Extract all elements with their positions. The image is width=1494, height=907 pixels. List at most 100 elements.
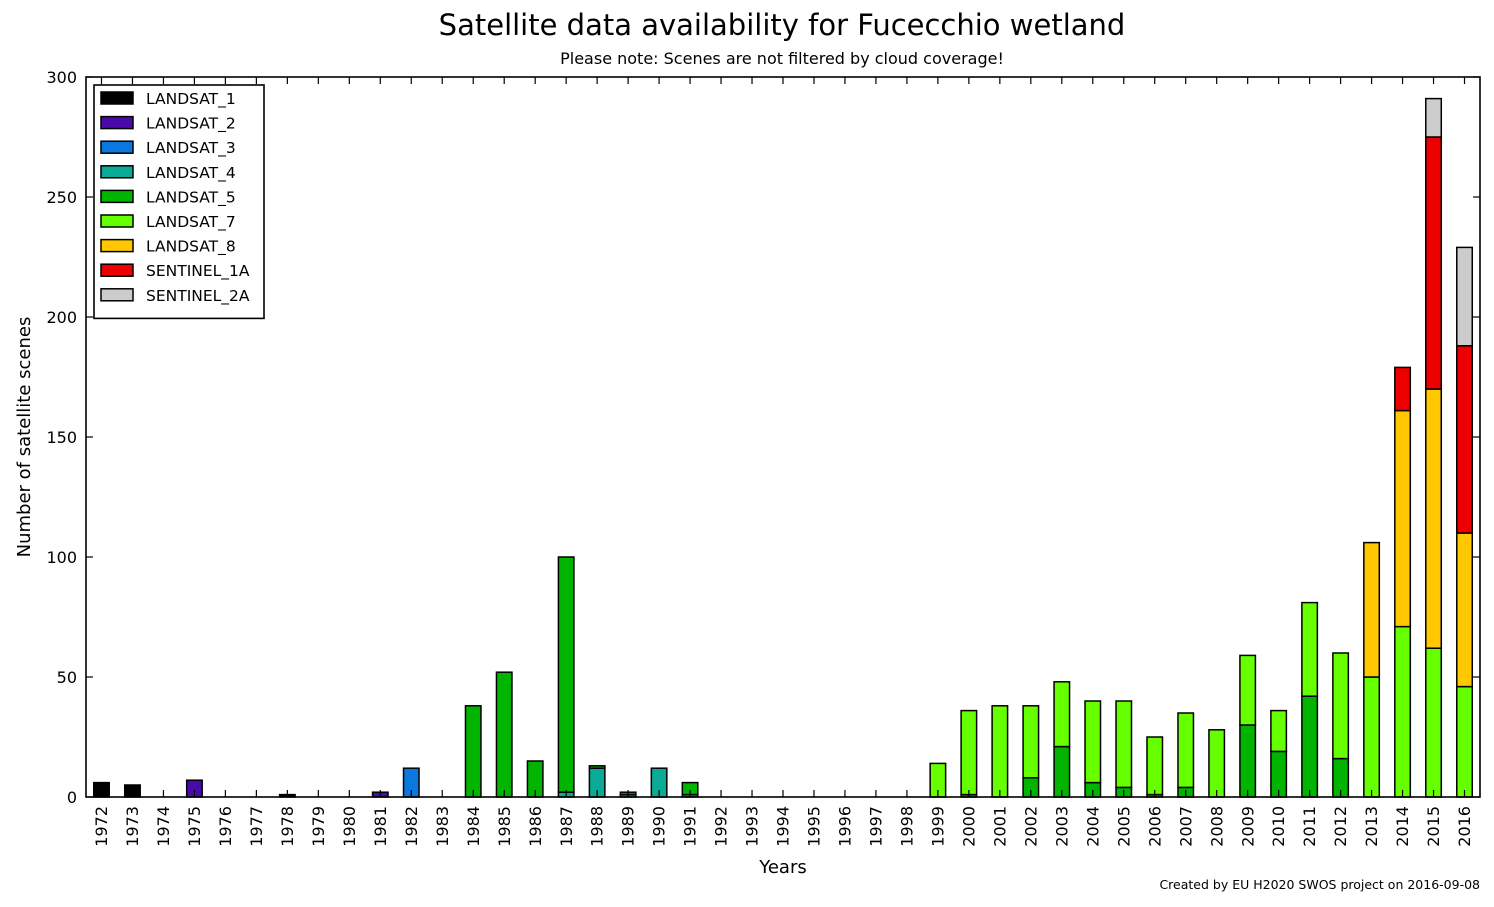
x-tick-label-1974: 1974 [154,806,173,847]
bar-2015-sentinel_1a [1425,136,1443,390]
bar-2000-landsat_7 [960,709,978,796]
x-tick-label-1984: 1984 [464,806,483,847]
bar-2009-landsat_5 [1239,724,1257,798]
legend-label-landsat_7: LANDSAT_7 [146,213,236,232]
x-tick-label-1994: 1994 [774,806,793,847]
x-tick-label-2003: 2003 [1052,806,1071,847]
x-tick-label-2011: 2011 [1300,806,1319,847]
legend-label-landsat_2: LANDSAT_2 [146,115,236,134]
x-tick-label-1987: 1987 [557,806,576,847]
bar-2013-landsat_7 [1363,676,1381,798]
x-tick-label-2002: 2002 [1021,806,1040,847]
legend-swatch-landsat_3 [100,140,134,154]
x-tick-label-1983: 1983 [433,806,452,847]
bar-2011-landsat_7 [1301,601,1319,697]
axes-layer: 0 50 100 150 200 250 300 1972 1973 1974 1975 1976 19… [46,68,1481,847]
x-tick-label-1990: 1990 [650,806,669,847]
y-tick-label: 300 [46,68,77,87]
x-tick-label-2006: 2006 [1145,806,1164,847]
bar-2008-landsat_7 [1208,729,1226,798]
bar-2011-landsat_5 [1301,695,1319,798]
legend-label-landsat_8: LANDSAT_8 [146,238,236,257]
plot-frame [85,76,1481,798]
legend: LANDSAT_1 LANDSAT_2 LANDSAT_3 LANDSAT_4 LAND… [93,84,265,320]
x-tick-label-1993: 1993 [743,806,762,847]
x-tick-label-1999: 1999 [928,806,947,847]
bar-2004-landsat_7 [1084,700,1102,784]
y-tick-label: 0 [67,788,77,807]
bar-2005-landsat_7 [1115,700,1133,789]
x-tick-label-1997: 1997 [867,806,886,847]
bar-2007-landsat_7 [1177,712,1195,789]
bar-2012-landsat_7 [1332,652,1350,760]
legend-label-sentinel_1a: SENTINEL_1A [146,262,250,281]
legend-swatch-landsat_7 [100,214,134,228]
x-tick-label-2008: 2008 [1207,806,1226,847]
bar-2001-landsat_7 [991,705,1009,798]
x-tick-label-1988: 1988 [588,806,607,847]
bar-2003-landsat_7 [1053,681,1071,748]
x-tick-label-2015: 2015 [1424,806,1443,847]
bar-2016-sentinel_1a [1456,345,1474,534]
x-tick-label-2000: 2000 [959,806,978,847]
chart-subtitle: Please note: Scenes are not filtered by … [560,49,1004,68]
bar-2013-landsat_8 [1363,541,1381,678]
x-tick-label-1995: 1995 [805,806,824,847]
bar-2016-landsat_8 [1456,532,1474,688]
legend-swatch-landsat_5 [100,189,134,204]
x-tick-label-1992: 1992 [712,806,731,847]
bar-2006-landsat_7 [1146,736,1164,796]
x-tick-label-2010: 2010 [1269,806,1288,847]
x-tick-label-1973: 1973 [123,806,142,847]
x-tick-label-1985: 1985 [495,806,514,847]
bar-2015-landsat_8 [1425,388,1443,649]
bar-2003-landsat_5 [1053,745,1071,798]
bar-2014-sentinel_1a [1394,366,1412,412]
legend-swatch-landsat_1 [100,91,134,105]
legend-label-landsat_1: LANDSAT_1 [146,90,236,109]
x-tick-label-1977: 1977 [247,806,266,847]
bar-2016-landsat_7 [1456,685,1474,798]
x-tick-label-1989: 1989 [619,806,638,847]
y-tick-label: 200 [46,308,77,327]
bar-2016-sentinel_2a [1456,246,1474,347]
x-tick-label-1979: 1979 [309,806,328,847]
bar-2014-landsat_8 [1394,409,1412,628]
legend-label-landsat_4: LANDSAT_4 [146,164,236,183]
legend-swatch-landsat_4 [100,165,134,179]
x-tick-label-2014: 2014 [1393,806,1412,847]
legend-swatch-sentinel_2a [100,288,134,302]
x-tick-label-2016: 2016 [1455,806,1474,847]
legend-swatch-landsat_2 [100,115,134,130]
legend-label-sentinel_2a: SENTINEL_2A [146,287,250,306]
bar-1984-landsat_5 [464,705,482,798]
x-tick-label-1986: 1986 [526,806,545,847]
bar-1985-landsat_5 [495,671,513,798]
chart-credit: Created by EU H2020 SWOS project on 2016… [1159,877,1480,892]
x-tick-label-2001: 2001 [990,806,1009,847]
x-tick-label-2012: 2012 [1331,806,1350,847]
bar-2002-landsat_7 [1022,705,1040,779]
bar-2010-landsat_7 [1270,709,1288,753]
bar-2014-landsat_7 [1394,625,1412,798]
x-tick-label-1996: 1996 [836,806,855,847]
x-tick-label-2005: 2005 [1114,806,1133,847]
y-tick-label: 250 [46,188,77,207]
x-tick-label-1991: 1991 [681,806,700,847]
x-tick-label-1978: 1978 [278,806,297,847]
legend-swatch-landsat_8 [100,238,134,253]
legend-swatch-sentinel_1a [100,263,134,277]
x-tick-label-2009: 2009 [1238,806,1257,847]
bar-2015-landsat_7 [1425,647,1443,798]
y-tick-label: 100 [46,548,77,567]
legend-label-landsat_3: LANDSAT_3 [146,139,236,158]
bar-1987-landsat_5 [557,556,575,793]
y-axis-label: Number of satellite scenes [14,317,35,558]
x-tick-label-1998: 1998 [898,806,917,847]
x-tick-label-1975: 1975 [185,806,204,847]
x-tick-label-1980: 1980 [340,806,359,847]
x-axis-label: Years [758,857,807,878]
x-tick-label-2013: 2013 [1362,806,1381,847]
bar-1988-landsat_5 [588,765,606,769]
